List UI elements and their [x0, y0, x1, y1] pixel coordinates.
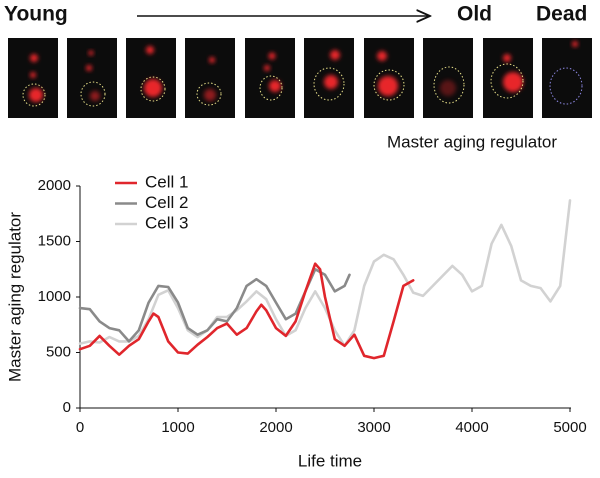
legend-label: Cell 3: [145, 213, 188, 232]
data-line: [78, 199, 572, 348]
x-tick-label: 1000: [161, 419, 194, 436]
cell-images: [8, 38, 592, 118]
x-axis-label: Life time: [298, 451, 362, 470]
x-tick-label: 2000: [259, 419, 292, 436]
young-label: Young: [4, 3, 68, 26]
legend-label: Cell 2: [145, 193, 188, 212]
image-label: Master aging regulator: [387, 132, 557, 151]
y-tick-label: 1500: [38, 232, 71, 249]
y-tick-label: 2000: [38, 177, 71, 194]
x-tick-label: 0: [76, 419, 84, 436]
dead-label: Dead: [536, 3, 587, 26]
y-tick-label: 0: [63, 399, 71, 416]
data-line: [78, 262, 415, 360]
y-tick-label: 1000: [38, 288, 71, 305]
y-tick-label: 500: [46, 343, 71, 360]
legend-label: Cell 1: [145, 172, 188, 191]
x-tick-label: 5000: [553, 419, 586, 436]
x-tick-label: 4000: [455, 419, 488, 436]
y-axis-label: Master aging regulator: [5, 212, 24, 382]
x-tick-label: 3000: [357, 419, 390, 436]
old-label: Old: [457, 3, 492, 26]
